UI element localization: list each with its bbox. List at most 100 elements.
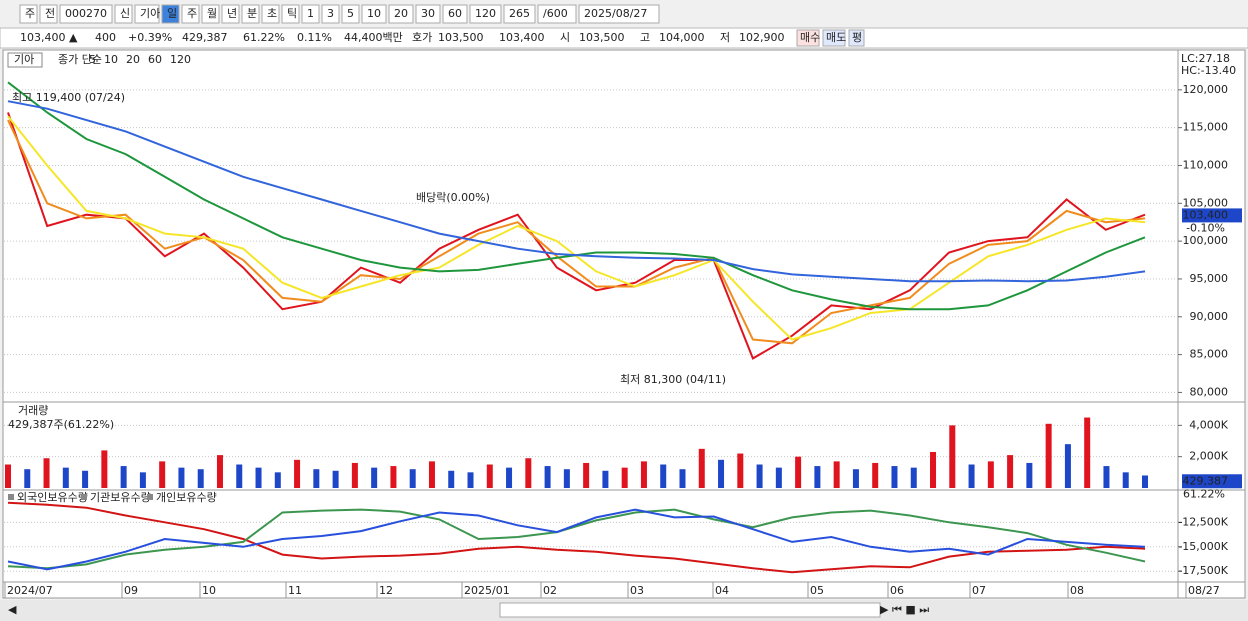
toolbar-button[interactable]	[241, 4, 260, 24]
toolbar-button[interactable]	[578, 4, 660, 24]
toolbar-button[interactable]	[59, 4, 113, 24]
volume-bar	[313, 469, 320, 488]
x-tick-label: 12	[379, 584, 393, 597]
toolbar-label[interactable]: 2025/08/27	[584, 7, 647, 20]
quote-field: 저	[720, 31, 730, 44]
toolbar-button[interactable]	[503, 4, 536, 24]
toolbar-button[interactable]	[442, 4, 468, 24]
volume-bar	[910, 467, 917, 488]
toolbar-button[interactable]	[261, 4, 280, 24]
toolbar-label[interactable]: 20	[394, 7, 408, 20]
quote-field: 103,400 ▲	[20, 31, 78, 44]
toolbar-button[interactable]	[221, 4, 240, 24]
volume-bar	[62, 467, 69, 488]
toolbar-button[interactable]	[361, 4, 387, 24]
toolbar-button[interactable]	[281, 4, 300, 24]
toolbar-button[interactable]	[469, 4, 502, 24]
toolbar-label[interactable]: 주	[25, 7, 35, 20]
quote-field[interactable]: 매도	[826, 31, 846, 44]
toolbar-label[interactable]: 120	[475, 7, 496, 20]
legend-swatch	[81, 494, 87, 500]
quote-bar	[0, 27, 1248, 49]
quote-field[interactable]: 매수	[800, 31, 820, 44]
toolbar-label[interactable]: 틱	[287, 7, 297, 20]
x-tick-label: 08	[1070, 584, 1084, 597]
hc-indicator: HC:-13.40	[1181, 64, 1236, 77]
toolbar-label[interactable]: 년	[227, 7, 237, 20]
volume-bar	[409, 469, 416, 488]
volume-bar	[679, 469, 686, 488]
volume-bar	[756, 464, 763, 488]
toolbar-button[interactable]	[537, 4, 577, 24]
toolbar-label[interactable]: 신	[120, 7, 130, 20]
last-value-label: 103,400	[1183, 208, 1229, 221]
toolbar-label[interactable]: 분	[247, 7, 257, 20]
quote-field: 102,900	[739, 31, 785, 44]
order-button[interactable]	[848, 29, 865, 47]
plot	[7, 81, 1146, 360]
volume-bar	[852, 469, 859, 488]
toolbar-label[interactable]: 주	[187, 7, 197, 20]
y-tick-label: -17,500K	[1178, 564, 1228, 577]
toolbar-label[interactable]: 1	[307, 7, 314, 20]
toolbar-button[interactable]	[321, 4, 340, 24]
volume-bar	[236, 464, 243, 488]
series-line	[7, 119, 1146, 345]
annotation-high: 최고 119,400 (07/24)	[12, 91, 125, 104]
volume-bar	[274, 472, 281, 488]
toolbar-button[interactable]	[181, 4, 200, 24]
toolbar-label[interactable]: 초	[267, 7, 277, 20]
toolbar-label[interactable]: /600	[543, 7, 568, 20]
scroll-thumb[interactable]	[499, 602, 881, 618]
y-tick-label: 90,000	[1190, 310, 1229, 323]
volume-bar	[525, 458, 532, 488]
y-tick-label: 95,000	[1190, 272, 1229, 285]
volume-bar	[467, 472, 474, 488]
toolbar-button[interactable]	[341, 4, 360, 24]
toolbar-label[interactable]: 기아	[140, 7, 160, 20]
y-tick-label: 80,000	[1190, 385, 1229, 398]
toolbar-label[interactable]: 월	[207, 7, 217, 20]
toolbar-label[interactable]: 265	[509, 7, 530, 20]
volume-bar	[891, 466, 898, 488]
toolbar-button[interactable]	[201, 4, 220, 24]
volume-bar	[178, 467, 185, 488]
toolbar-label[interactable]: 10	[367, 7, 381, 20]
quote-field: 429,387	[182, 31, 228, 44]
toolbar-button[interactable]	[19, 4, 38, 24]
toolbar-button[interactable]	[301, 4, 320, 24]
y-tick-label: 2,000K	[1189, 450, 1228, 463]
toolbar-label[interactable]: 일	[167, 6, 177, 20]
toolbar-label[interactable]: 60	[448, 7, 462, 20]
volume-bar	[949, 425, 956, 488]
quote-field: 103,500	[438, 31, 484, 44]
toolbar-button[interactable]	[39, 4, 58, 24]
order-button[interactable]	[822, 29, 846, 47]
volume-bar	[506, 467, 513, 488]
toolbar-button[interactable]	[134, 4, 160, 24]
toolbar-label[interactable]: 전	[45, 7, 55, 20]
scroll-left[interactable]: ◀	[8, 603, 17, 616]
legend-entry: 5	[89, 53, 96, 66]
toolbar-label[interactable]: 000270	[65, 7, 107, 20]
chart-area	[2, 49, 1246, 599]
volume-bar	[255, 467, 262, 488]
toolbar-button[interactable]	[388, 4, 414, 24]
volume-bar	[775, 467, 782, 488]
volume-bar	[43, 458, 50, 488]
toolbar-button[interactable]	[114, 4, 133, 24]
toolbar-label[interactable]: 5	[347, 7, 354, 20]
order-button[interactable]	[796, 29, 820, 47]
volume-bar	[660, 464, 667, 488]
toolbar-button[interactable]	[161, 4, 180, 24]
toolbar-button[interactable]	[415, 4, 441, 24]
y-tick-label: 110,000	[1183, 158, 1229, 171]
volume-bar	[698, 448, 705, 488]
quote-field[interactable]: 평	[852, 31, 862, 44]
last-change: 61.22%	[1183, 487, 1225, 500]
volume-bar	[332, 470, 339, 488]
toolbar-label[interactable]: 3	[327, 7, 334, 20]
toolbar-label[interactable]: 30	[421, 7, 435, 20]
scroll-controls[interactable]: ▶ ⏮ ■ ⏭	[880, 603, 929, 616]
